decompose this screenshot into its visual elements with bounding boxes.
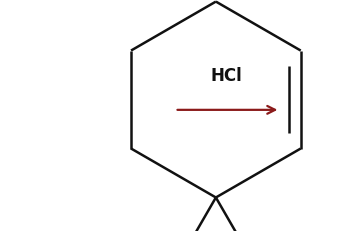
Text: HCl: HCl xyxy=(210,67,242,85)
